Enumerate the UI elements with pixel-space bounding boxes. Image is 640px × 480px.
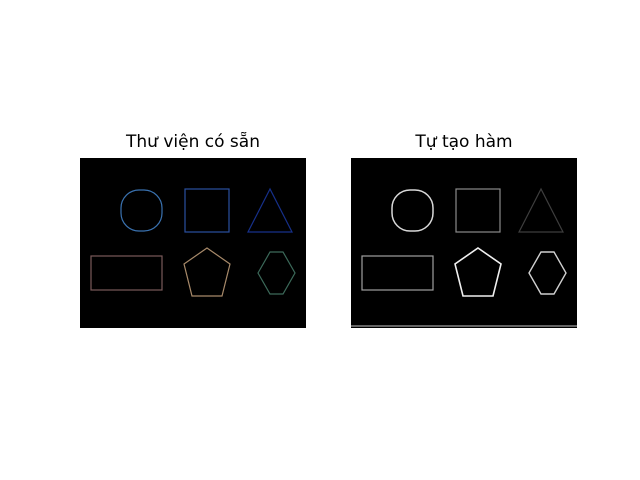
triangle-shape bbox=[247, 187, 293, 233]
left-shapes-canvas bbox=[90, 187, 296, 297]
pentagon-shape bbox=[183, 247, 231, 297]
left-image-panel bbox=[80, 158, 306, 328]
hexagon-shape bbox=[528, 251, 567, 295]
circle-shape bbox=[120, 189, 163, 232]
triangle-shape bbox=[518, 187, 564, 233]
hexagon-shape bbox=[257, 251, 296, 295]
rectangle-shape bbox=[90, 255, 163, 291]
square-shape bbox=[184, 188, 230, 233]
right-shapes-canvas bbox=[351, 187, 577, 327]
rectangle-shape bbox=[361, 255, 434, 291]
pentagon-shape bbox=[454, 247, 502, 297]
right-image-panel bbox=[351, 158, 577, 328]
right-panel-title: Tự tạo hàm bbox=[415, 132, 513, 152]
square-shape bbox=[455, 188, 501, 233]
left-panel-title: Thư viện có sẵn bbox=[126, 132, 260, 152]
circle-shape bbox=[391, 189, 434, 232]
